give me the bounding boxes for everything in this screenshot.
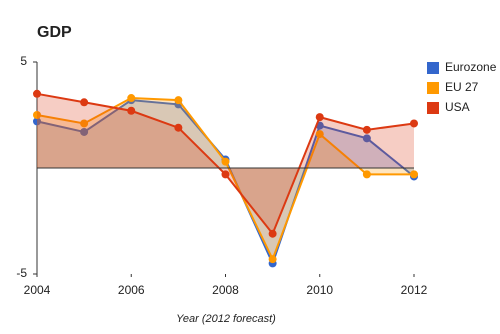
x-tick-label: 2010 [306,283,333,297]
legend-swatch [427,62,439,74]
data-point [174,96,183,105]
data-point [362,134,371,143]
data-point [315,113,324,122]
legend-label: Eurozone [445,60,497,74]
data-point [268,255,277,264]
data-point [80,98,89,107]
data-point [33,117,41,126]
legend-label: EU 27 [445,80,479,94]
data-point [33,89,41,98]
data-point [221,170,230,179]
data-point [315,130,324,139]
x-tick-label: 2006 [118,283,145,297]
legend-swatch [427,102,439,114]
legend-label: USA [445,100,470,114]
x-tick-label: 2012 [401,283,428,297]
data-point [174,123,183,132]
data-point [410,170,418,179]
data-point [80,119,89,128]
legend-swatch [427,82,439,94]
data-point [80,127,89,136]
data-point [127,106,136,115]
data-point [127,94,136,103]
chart-title: GDP [37,24,72,41]
data-point [362,125,371,134]
area-fill [37,100,414,264]
x-tick-label: 2004 [24,283,51,297]
data-point [410,119,418,128]
y-tick-label: 5 [20,54,27,68]
data-point [221,157,230,166]
area-fill [37,93,414,234]
y-tick-label: -5 [16,266,27,280]
x-axis-label: Year (2012 forecast) [176,313,276,325]
x-tick-label: 2008 [212,283,239,297]
data-point [33,111,41,119]
data-point [268,229,277,238]
data-point [362,170,371,179]
area-fill [37,98,414,260]
